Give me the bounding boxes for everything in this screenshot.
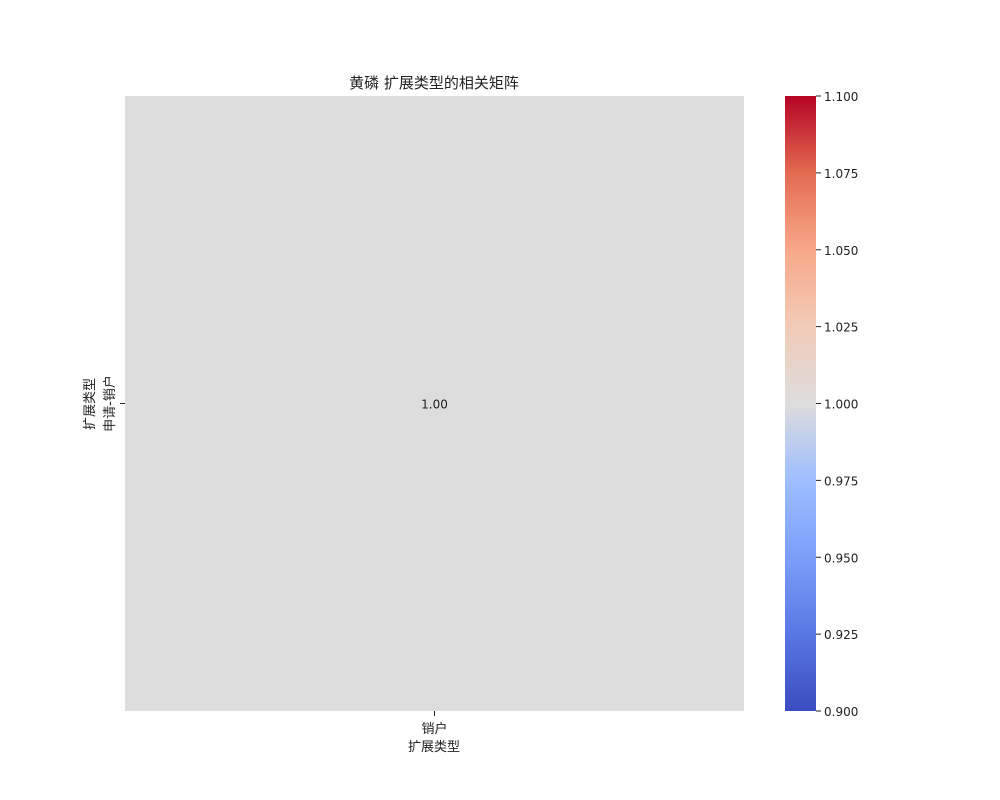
heatmap-cell bbox=[125, 96, 744, 711]
colorbar bbox=[785, 96, 816, 711]
colorbar-tick-label: 1.100 bbox=[824, 90, 858, 104]
x-tick-label: 销户 bbox=[421, 721, 447, 737]
colorbar-tick-label: 0.975 bbox=[824, 474, 858, 488]
chart-title: 黄磷 扩展类型的相关矩阵 bbox=[349, 74, 519, 92]
heatmap-cells bbox=[125, 96, 744, 711]
colorbar-tick-label: 0.950 bbox=[824, 551, 858, 565]
x-axis-ticks: 销户 bbox=[421, 711, 448, 737]
cell-value-label: 1.00 bbox=[421, 398, 448, 412]
colorbar-tick-label: 1.000 bbox=[824, 398, 858, 412]
y-axis-label: 扩展类型 bbox=[83, 378, 98, 430]
x-axis-label: 扩展类型 bbox=[408, 740, 460, 755]
colorbar-ticks: 0.900 0.925 0.950 0.975 1.000 1.025 1.050 1.075… bbox=[816, 90, 858, 719]
y-axis-ticks: 申请-销户 bbox=[102, 375, 125, 432]
colorbar-tick-label: 1.050 bbox=[824, 244, 858, 258]
colorbar-tick-label: 0.925 bbox=[824, 628, 858, 642]
heatmap-cell-labels: 1.00 bbox=[421, 398, 448, 412]
colorbar-tick-label: 0.900 bbox=[824, 705, 858, 719]
colorbar-tick-label: 1.025 bbox=[824, 321, 858, 335]
y-tick-label: 申请-销户 bbox=[102, 375, 118, 432]
colorbar-tick-label: 1.075 bbox=[824, 167, 858, 181]
